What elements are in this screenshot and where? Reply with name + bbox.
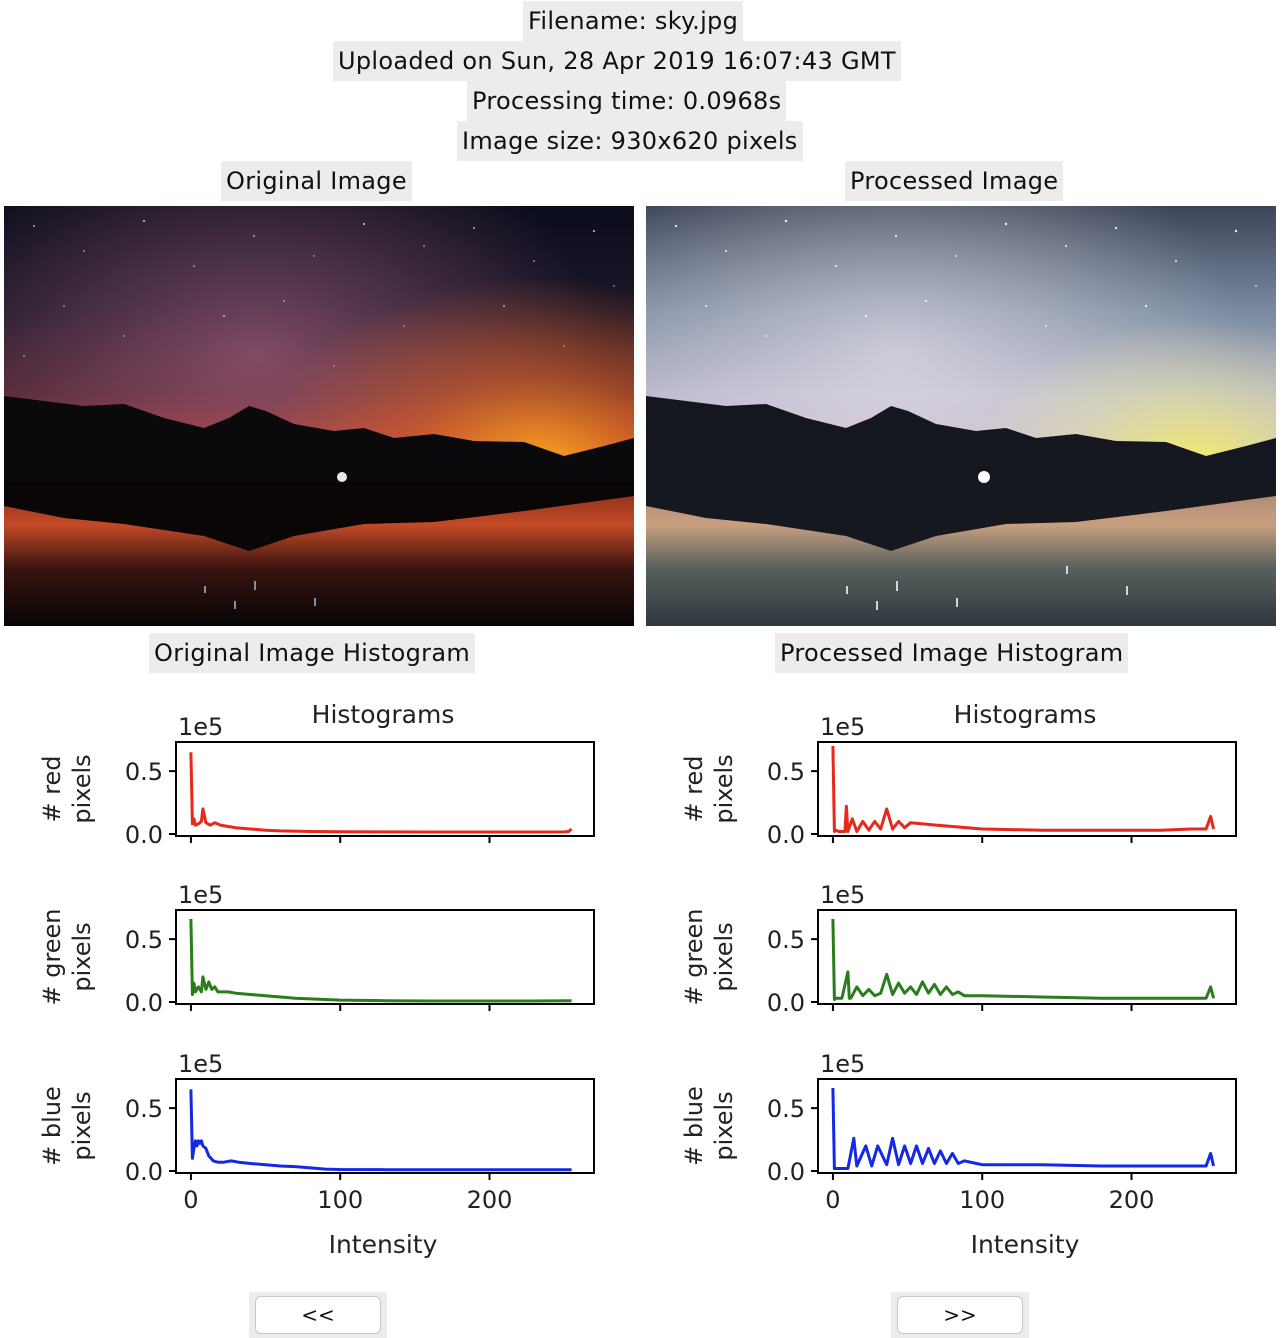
- y-tick-label: 0.0: [125, 821, 163, 849]
- axes-frame-blue: [817, 1078, 1237, 1174]
- original-histogram-chart: Histograms 0.0 0.5 1e5 # redpixels 0.0 0.5 1e5 #…: [38, 700, 595, 1259]
- filename-label: Filename: sky.jpg: [523, 1, 744, 41]
- series-line-red: [831, 745, 1216, 833]
- original-image: [4, 206, 634, 626]
- y-tick-label: 0.0: [125, 989, 163, 1017]
- y-scale-label: 1e5: [820, 713, 865, 741]
- y-scale-label: 1e5: [178, 1050, 223, 1078]
- axes-frame-red: [175, 741, 595, 837]
- y-axis-label: # greenpixels: [680, 908, 738, 1005]
- series-line-green: [831, 918, 1216, 1001]
- x-tick-label: 200: [467, 1186, 513, 1214]
- next-button-container: >>: [891, 1292, 1029, 1338]
- axes-frame-green: [175, 909, 595, 1005]
- y-axis-label: # bluepixels: [680, 1086, 738, 1166]
- processed-image-title: Processed Image: [845, 161, 1064, 201]
- series-line-green: [189, 918, 572, 1003]
- upload-date-label: Uploaded on Sun, 28 Apr 2019 16:07:43 GM…: [333, 41, 901, 81]
- y-tick-label: 0.5: [767, 758, 805, 786]
- axes-frame-green: [817, 909, 1237, 1005]
- next-button[interactable]: >>: [897, 1296, 1023, 1334]
- y-tick-label: 0.5: [125, 1095, 163, 1123]
- x-axis-label: Intensity: [329, 1230, 438, 1259]
- y-tick-label: 0.0: [767, 821, 805, 849]
- processed-histogram-chart: Histograms 0.0 0.5 1e5 # redpixels 0.0 0.5 1e5 #…: [680, 700, 1237, 1259]
- x-axis-label: Intensity: [971, 1230, 1080, 1259]
- processing-time-label: Processing time: 0.0968s: [467, 81, 787, 121]
- series-line-blue: [831, 1087, 1216, 1170]
- chart-title: Histograms: [954, 700, 1097, 729]
- y-tick-label: 0.0: [767, 1158, 805, 1186]
- original-image-title: Original Image: [221, 161, 412, 201]
- y-axis-label: # redpixels: [680, 754, 738, 823]
- y-scale-label: 1e5: [820, 1050, 865, 1078]
- y-scale-label: 1e5: [178, 713, 223, 741]
- x-tick-label: 100: [317, 1186, 363, 1214]
- series-line-red: [189, 752, 573, 834]
- y-tick-label: 0.5: [767, 926, 805, 954]
- x-tick-label: 0: [825, 1186, 840, 1214]
- y-axis-label: # bluepixels: [38, 1086, 96, 1166]
- y-tick-label: 0.5: [767, 1095, 805, 1123]
- y-tick-label: 0.5: [125, 926, 163, 954]
- x-tick-label: 100: [959, 1186, 1005, 1214]
- y-axis-label: # redpixels: [38, 754, 96, 823]
- processed-image: [646, 206, 1276, 626]
- axes-frame-blue: [175, 1078, 595, 1174]
- y-axis-label: # greenpixels: [38, 908, 96, 1005]
- prev-button[interactable]: <<: [255, 1296, 381, 1334]
- prev-button-container: <<: [249, 1292, 387, 1338]
- y-tick-label: 0.5: [125, 758, 163, 786]
- x-tick-label: 0: [183, 1186, 198, 1214]
- axes-frame-red: [817, 741, 1237, 837]
- x-tick-label: 200: [1109, 1186, 1155, 1214]
- y-scale-label: 1e5: [820, 881, 865, 909]
- original-histogram-title: Original Image Histogram: [149, 633, 476, 673]
- processed-histogram-title: Processed Image Histogram: [775, 633, 1129, 673]
- series-line-blue: [189, 1089, 572, 1172]
- y-tick-label: 0.0: [767, 989, 805, 1017]
- y-tick-label: 0.0: [125, 1158, 163, 1186]
- image-size-label: Image size: 930x620 pixels: [457, 121, 803, 161]
- y-scale-label: 1e5: [178, 881, 223, 909]
- chart-title: Histograms: [312, 700, 455, 729]
